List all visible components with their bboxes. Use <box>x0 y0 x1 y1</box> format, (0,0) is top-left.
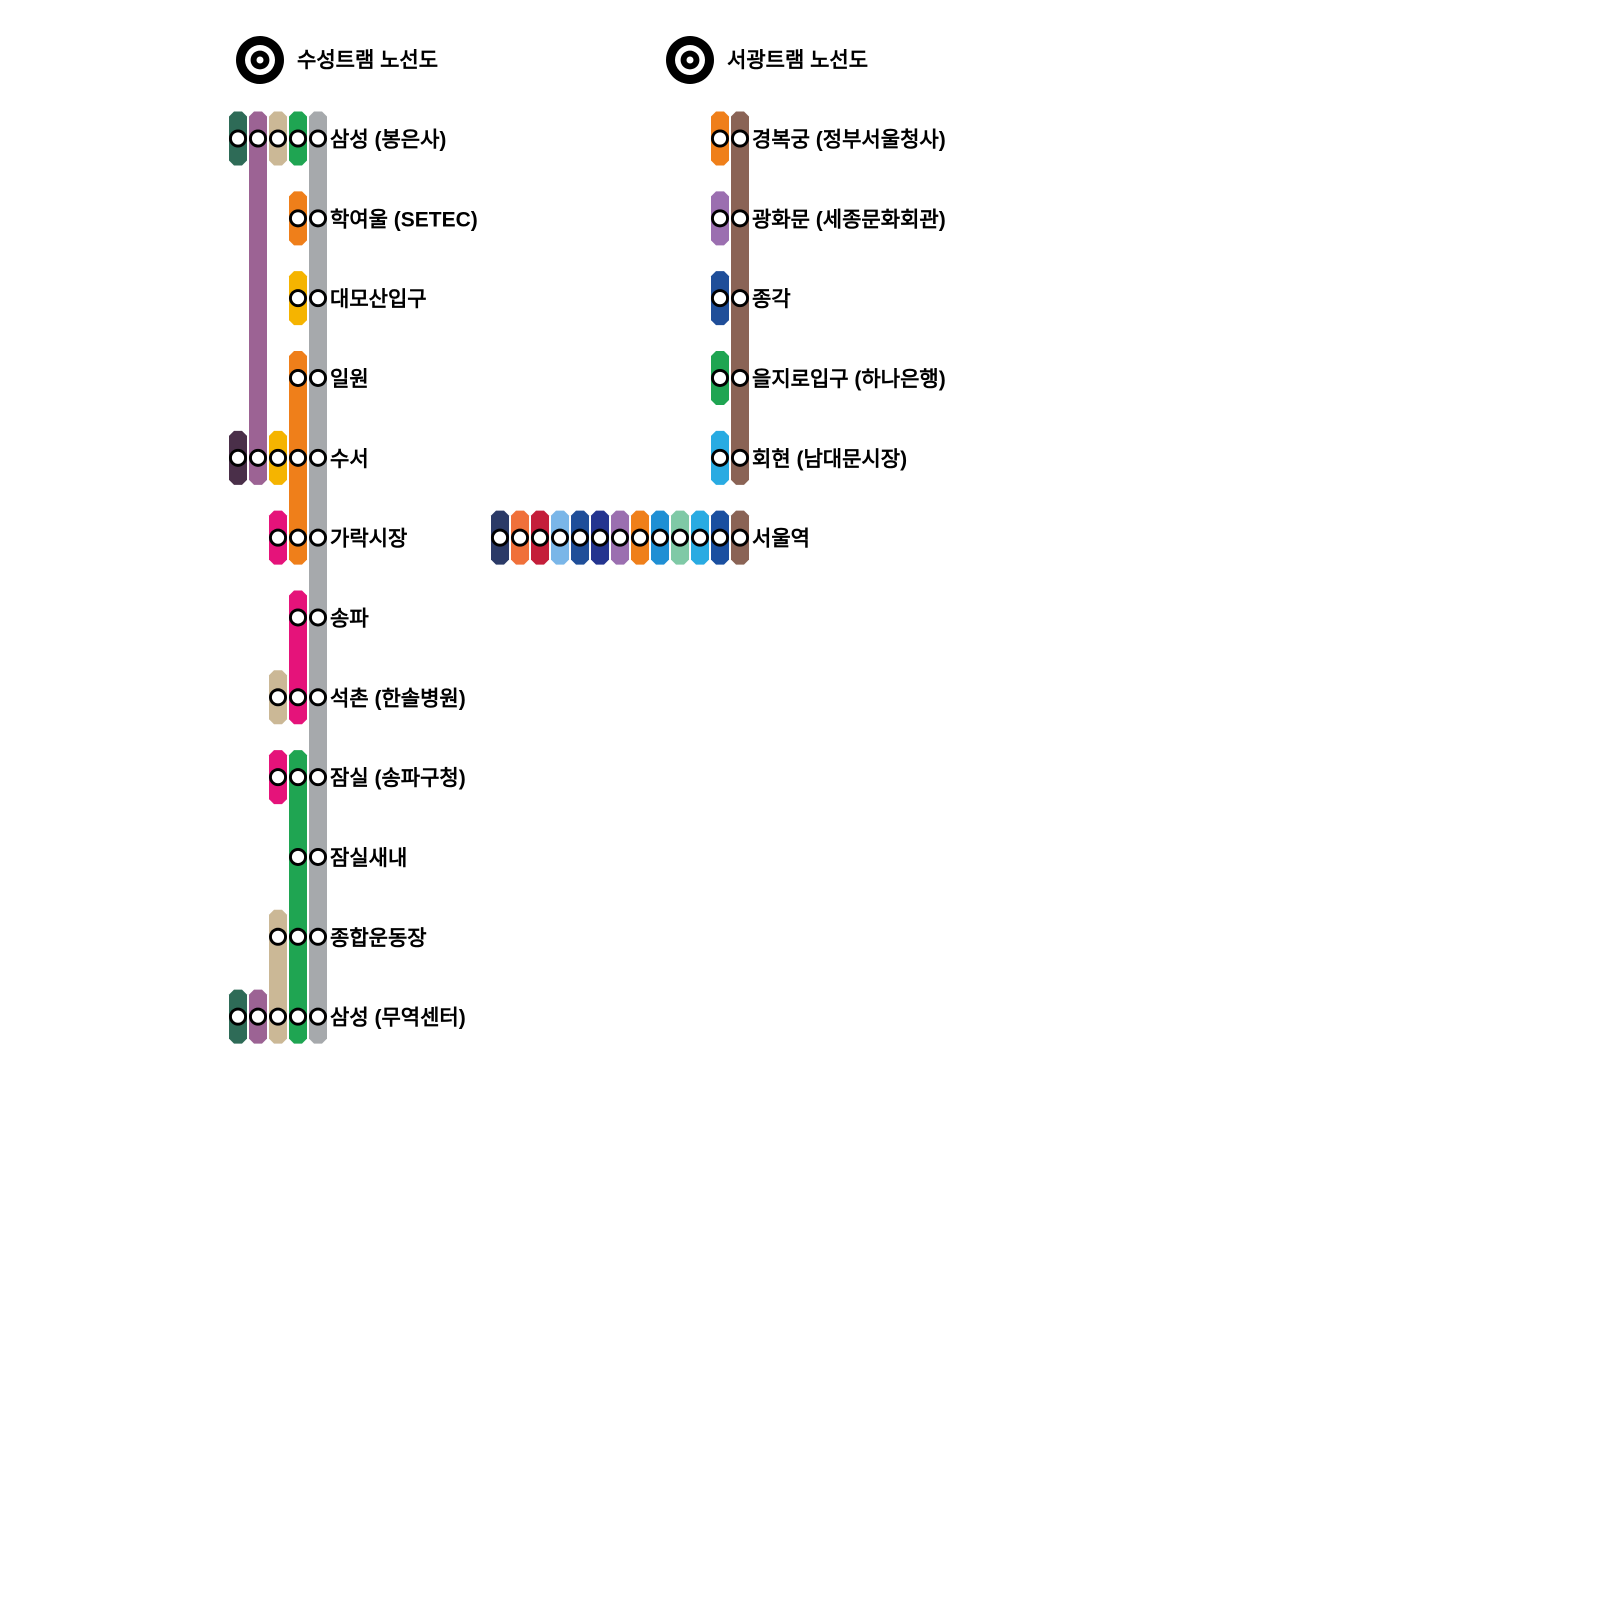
svg-text:가락시장: 가락시장 <box>330 528 407 551</box>
svg-text:회현 (남대문시장): 회현 (남대문시장) <box>752 448 907 471</box>
svg-text:을지로입구 (하나은행): 을지로입구 (하나은행) <box>752 368 946 391</box>
svg-text:삼성 (무역센터): 삼성 (무역센터) <box>330 1007 466 1030</box>
svg-text:종각: 종각 <box>752 288 791 311</box>
svg-text:경복궁 (정부서울청사): 경복궁 (정부서울청사) <box>752 129 946 152</box>
svg-text:송파: 송파 <box>330 608 369 631</box>
svg-text:서광트램 노선도: 서광트램 노선도 <box>727 49 868 72</box>
svg-text:학여울 (SETEC): 학여울 (SETEC) <box>330 208 478 231</box>
svg-text:잠실 (송파구청): 잠실 (송파구청) <box>330 767 466 790</box>
svg-text:대모산입구: 대모산입구 <box>330 288 427 311</box>
svg-text:잠실새내: 잠실새내 <box>330 847 407 870</box>
svg-text:광화문 (세종문화회관): 광화문 (세종문화회관) <box>752 208 946 231</box>
svg-text:종합운동장: 종합운동장 <box>330 927 427 950</box>
svg-text:수성트램 노선도: 수성트램 노선도 <box>297 49 438 72</box>
svg-text:수서: 수서 <box>330 448 369 471</box>
svg-text:석촌 (한솔병원): 석촌 (한솔병원) <box>330 687 466 710</box>
svg-text:삼성 (봉은사): 삼성 (봉은사) <box>330 129 446 152</box>
svg-text:서울역: 서울역 <box>752 528 810 551</box>
svg-text:일원: 일원 <box>330 368 369 391</box>
